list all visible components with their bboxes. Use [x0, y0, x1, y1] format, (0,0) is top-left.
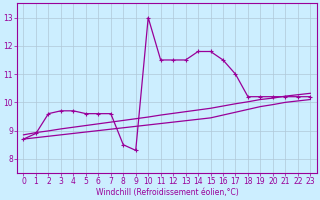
X-axis label: Windchill (Refroidissement éolien,°C): Windchill (Refroidissement éolien,°C)	[96, 188, 238, 197]
